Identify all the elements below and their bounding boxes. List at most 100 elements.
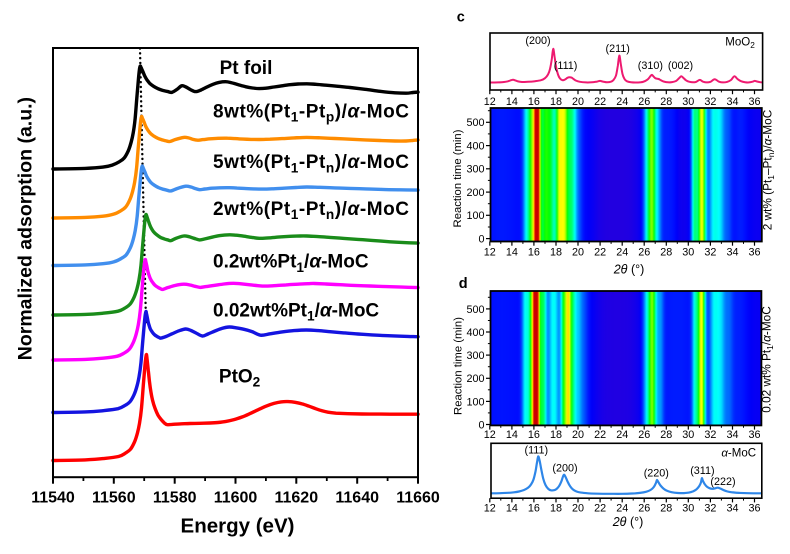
svg-text:30: 30 <box>682 96 694 108</box>
svg-text:14: 14 <box>506 96 518 108</box>
svg-text:18: 18 <box>550 96 562 108</box>
svg-text:400: 400 <box>466 141 484 153</box>
svg-text:36: 36 <box>748 503 760 515</box>
svg-text:24: 24 <box>616 96 628 108</box>
svg-text:(311): (311) <box>690 465 714 477</box>
svg-text:32: 32 <box>704 96 716 108</box>
svg-text:c: c <box>457 10 465 26</box>
svg-text:100: 100 <box>466 210 484 222</box>
svg-text:2θ (°): 2θ (°) <box>613 263 645 277</box>
svg-text:34: 34 <box>726 503 738 515</box>
svg-text:Normalized adsorption (a.u.): Normalized adsorption (a.u.) <box>15 97 37 360</box>
svg-text:11540: 11540 <box>31 490 75 507</box>
svg-text:(002): (002) <box>668 60 693 72</box>
svg-text:5wt%(Pt1​-Ptn​)/α-MoC: 5wt%(Pt1​-Ptn​)/α-MoC <box>213 152 410 175</box>
svg-text:11620: 11620 <box>274 490 318 507</box>
svg-text:28: 28 <box>660 246 672 258</box>
svg-text:22: 22 <box>594 246 606 258</box>
svg-text:0.02wt%Pt1​/α-MoC: 0.02wt%Pt1​/α-MoC <box>213 300 379 323</box>
svg-text:16: 16 <box>528 96 540 108</box>
svg-text:22: 22 <box>594 429 606 441</box>
svg-text:(220): (220) <box>644 467 669 479</box>
svg-text:34: 34 <box>726 246 738 258</box>
svg-text:30: 30 <box>682 429 694 441</box>
svg-text:Pt foil: Pt foil <box>220 58 273 79</box>
svg-text:0.02 wt% Pt1/α-MoC: 0.02 wt% Pt1/α-MoC <box>760 306 775 413</box>
svg-text:α-MoC: α-MoC <box>721 447 756 459</box>
svg-text:24: 24 <box>616 503 628 515</box>
svg-text:0: 0 <box>478 234 484 246</box>
svg-text:28: 28 <box>660 503 672 515</box>
svg-text:(310): (310) <box>638 60 663 72</box>
svg-text:2 wt% (Pt1–Ptn)/α-MoC: 2 wt% (Pt1–Ptn)/α-MoC <box>761 109 776 230</box>
svg-text:36: 36 <box>748 96 760 108</box>
svg-text:MoO2: MoO2 <box>725 37 755 51</box>
svg-text:11660: 11660 <box>396 490 440 507</box>
svg-text:100: 100 <box>466 396 484 408</box>
svg-text:14: 14 <box>506 246 518 258</box>
svg-text:26: 26 <box>638 429 650 441</box>
svg-text:14: 14 <box>506 429 518 441</box>
svg-text:300: 300 <box>466 164 484 176</box>
svg-text:16: 16 <box>528 246 540 258</box>
svg-text:28: 28 <box>660 96 672 108</box>
svg-text:2θ (°): 2θ (°) <box>612 515 644 529</box>
svg-text:0: 0 <box>478 419 484 431</box>
svg-text:12: 12 <box>484 96 496 108</box>
svg-text:24: 24 <box>616 246 628 258</box>
svg-text:26: 26 <box>638 503 650 515</box>
svg-text:20: 20 <box>572 429 584 441</box>
svg-text:300: 300 <box>466 350 484 362</box>
svg-text:(200): (200) <box>552 463 577 475</box>
svg-text:(200): (200) <box>525 35 550 47</box>
svg-text:26: 26 <box>638 96 650 108</box>
svg-text:200: 200 <box>466 373 484 385</box>
svg-text:34: 34 <box>726 429 738 441</box>
svg-text:34: 34 <box>726 96 738 108</box>
svg-text:36: 36 <box>748 429 760 441</box>
svg-text:16: 16 <box>528 429 540 441</box>
svg-text:26: 26 <box>638 246 650 258</box>
svg-text:500: 500 <box>466 304 484 316</box>
svg-text:11600: 11600 <box>214 490 258 507</box>
svg-text:(222): (222) <box>710 476 735 488</box>
svg-text:8wt%(Pt1​-Ptp​)/α-MoC: 8wt%(Pt1​-Ptp​)/α-MoC <box>213 101 410 124</box>
svg-text:(211): (211) <box>605 43 629 55</box>
svg-text:32: 32 <box>704 503 716 515</box>
svg-text:22: 22 <box>594 503 606 515</box>
svg-text:200: 200 <box>466 187 484 199</box>
svg-text:12: 12 <box>484 503 496 515</box>
svg-text:30: 30 <box>682 503 694 515</box>
svg-text:22: 22 <box>594 96 606 108</box>
svg-text:18: 18 <box>550 503 562 515</box>
svg-text:36: 36 <box>748 246 760 258</box>
svg-text:(111): (111) <box>554 60 578 72</box>
svg-text:20: 20 <box>572 503 584 515</box>
svg-text:32: 32 <box>704 429 716 441</box>
svg-text:11580: 11580 <box>153 490 197 507</box>
svg-text:d: d <box>459 276 468 292</box>
svg-text:18: 18 <box>550 246 562 258</box>
svg-text:14: 14 <box>506 503 518 515</box>
svg-text:Reaction time (min): Reaction time (min) <box>452 129 464 227</box>
svg-text:16: 16 <box>528 503 540 515</box>
svg-text:11640: 11640 <box>335 490 379 507</box>
svg-text:(111): (111) <box>524 444 548 456</box>
svg-text:Energy (eV): Energy (eV) <box>181 515 295 538</box>
svg-text:30: 30 <box>682 246 694 258</box>
svg-text:400: 400 <box>466 327 484 339</box>
svg-text:Reaction time (min): Reaction time (min) <box>453 317 465 415</box>
svg-text:20: 20 <box>572 246 584 258</box>
svg-text:20: 20 <box>572 96 584 108</box>
svg-text:18: 18 <box>550 429 562 441</box>
svg-text:12: 12 <box>484 429 496 441</box>
svg-text:24: 24 <box>616 429 628 441</box>
svg-text:28: 28 <box>660 429 672 441</box>
svg-text:0.2wt%Pt1​/α-MoC: 0.2wt%Pt1​/α-MoC <box>213 252 369 275</box>
svg-text:2wt%(Pt1​-Ptn​)/α-MoC: 2wt%(Pt1​-Ptn​)/α-MoC <box>213 199 410 222</box>
svg-text:32: 32 <box>704 246 716 258</box>
svg-text:500: 500 <box>466 117 484 129</box>
svg-text:12: 12 <box>484 246 496 258</box>
svg-text:11560: 11560 <box>92 490 136 507</box>
svg-text:PtO2​: PtO2​ <box>219 367 261 390</box>
